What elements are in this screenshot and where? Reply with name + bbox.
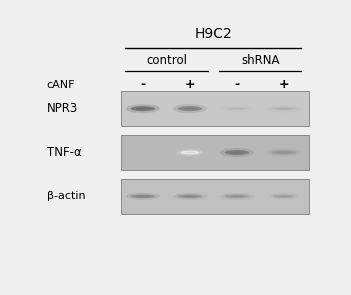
Ellipse shape — [230, 108, 244, 110]
Ellipse shape — [269, 194, 298, 199]
Text: -: - — [140, 78, 146, 91]
Ellipse shape — [220, 105, 254, 112]
Ellipse shape — [225, 106, 249, 111]
Bar — [121, 135, 309, 170]
Text: TNF-α: TNF-α — [47, 146, 81, 159]
Text: shRNA: shRNA — [241, 54, 279, 67]
Ellipse shape — [267, 105, 301, 112]
Ellipse shape — [136, 107, 150, 110]
Ellipse shape — [180, 151, 199, 154]
Ellipse shape — [177, 149, 203, 156]
Ellipse shape — [126, 193, 160, 200]
Ellipse shape — [230, 151, 244, 154]
Ellipse shape — [173, 104, 207, 113]
Text: +: + — [278, 78, 289, 91]
Ellipse shape — [220, 193, 254, 200]
Ellipse shape — [183, 107, 197, 110]
Ellipse shape — [184, 152, 196, 153]
Ellipse shape — [273, 195, 294, 198]
Ellipse shape — [183, 195, 197, 197]
Ellipse shape — [278, 196, 290, 197]
Ellipse shape — [225, 194, 249, 198]
Ellipse shape — [220, 148, 254, 157]
Ellipse shape — [178, 106, 202, 111]
Ellipse shape — [267, 148, 301, 157]
Ellipse shape — [131, 194, 155, 198]
Ellipse shape — [272, 106, 296, 111]
Ellipse shape — [126, 104, 160, 113]
Text: NPR3: NPR3 — [47, 102, 78, 115]
Ellipse shape — [272, 150, 296, 155]
Text: H9C2: H9C2 — [194, 27, 232, 41]
Ellipse shape — [173, 193, 207, 200]
Ellipse shape — [178, 194, 202, 198]
Ellipse shape — [225, 150, 249, 155]
Text: -: - — [234, 78, 239, 91]
Ellipse shape — [277, 108, 291, 110]
Ellipse shape — [230, 195, 244, 197]
Text: β-actin: β-actin — [47, 191, 85, 201]
Ellipse shape — [131, 106, 155, 111]
Text: cANF: cANF — [47, 80, 75, 90]
Bar — [121, 179, 309, 214]
Bar — [121, 91, 309, 126]
Text: +: + — [185, 78, 195, 91]
Ellipse shape — [136, 195, 150, 197]
Text: control: control — [146, 54, 187, 67]
Ellipse shape — [277, 151, 291, 154]
